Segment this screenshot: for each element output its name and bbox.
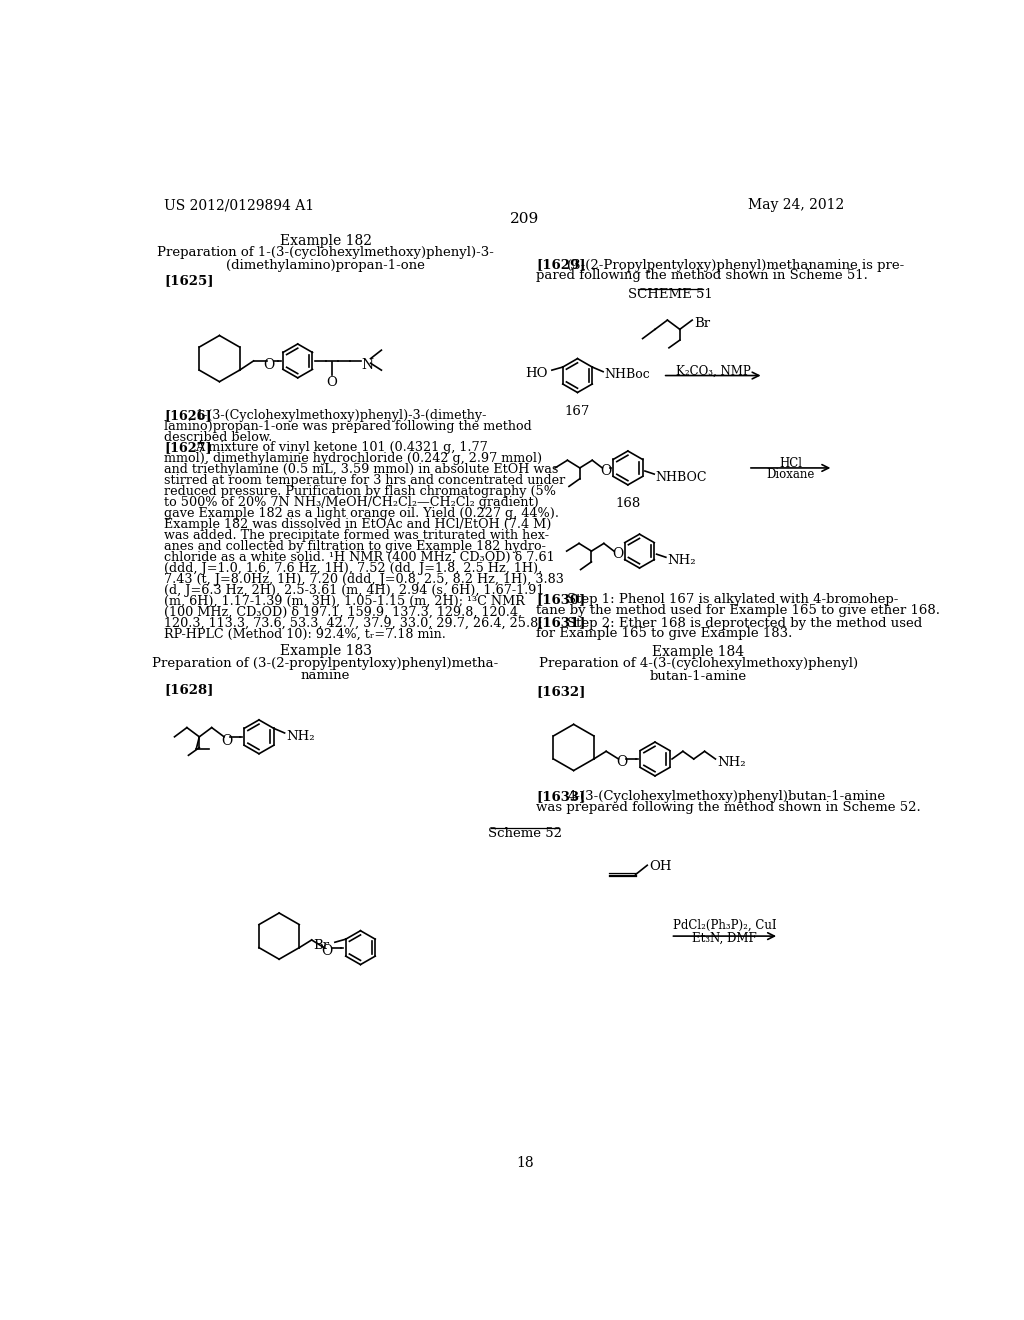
Text: tane by the method used for Example 165 to give ether 168.: tane by the method used for Example 165 … [537, 605, 940, 618]
Text: N: N [361, 358, 374, 372]
Text: 7.43 (t, J=8.0Hz, 1H), 7.20 (ddd, J=0.8, 2.5, 8.2 Hz, 1H), 3.83: 7.43 (t, J=8.0Hz, 1H), 7.20 (ddd, J=0.8,… [165, 573, 564, 586]
Text: stirred at room temperature for 3 hrs and concentrated under: stirred at room temperature for 3 hrs an… [165, 474, 565, 487]
Text: described below.: described below. [165, 430, 272, 444]
Text: Step 2: Ether 168 is deprotected by the method used: Step 2: Ether 168 is deprotected by the … [567, 616, 923, 630]
Text: 168: 168 [615, 498, 640, 511]
Text: (3-(2-Propylpentyloxy)phenyl)methanamine is pre-: (3-(2-Propylpentyloxy)phenyl)methanamine… [567, 259, 904, 272]
Text: NH₂: NH₂ [717, 756, 745, 770]
Text: Br: Br [693, 317, 710, 330]
Text: Preparation of 1-(3-(cyclohexylmethoxy)phenyl)-3-: Preparation of 1-(3-(cyclohexylmethoxy)p… [158, 246, 494, 259]
Text: OH: OH [649, 861, 672, 874]
Text: [1626]: [1626] [165, 409, 212, 421]
Text: NH₂: NH₂ [668, 554, 696, 566]
Text: Example 183: Example 183 [280, 644, 372, 659]
Text: Step 1: Phenol 167 is alkylated with 4-bromohep-: Step 1: Phenol 167 is alkylated with 4-b… [567, 594, 899, 606]
Text: RP-HPLC (Method 10): 92.4%, tᵣ=7.18 min.: RP-HPLC (Method 10): 92.4%, tᵣ=7.18 min. [165, 627, 446, 640]
Text: HCl: HCl [779, 457, 802, 470]
Text: 209: 209 [510, 213, 540, 226]
Text: NHBoc: NHBoc [604, 368, 650, 381]
Text: Preparation of 4-(3-(cyclohexylmethoxy)phenyl): Preparation of 4-(3-(cyclohexylmethoxy)p… [539, 657, 858, 671]
Text: Example 182 was dissolved in EtOAc and HCl/EtOH (7.4 M): Example 182 was dissolved in EtOAc and H… [165, 517, 552, 531]
Text: [1630]: [1630] [537, 594, 586, 606]
Text: [1628]: [1628] [165, 682, 214, 696]
Text: (100 MHz, CD₃OD) δ 197.1, 159.9, 137.3, 129.8, 120.4,: (100 MHz, CD₃OD) δ 197.1, 159.9, 137.3, … [165, 606, 522, 619]
Text: O: O [600, 465, 611, 478]
Text: 1-(3-(Cyclohexylmethoxy)phenyl)-3-(dimethy-: 1-(3-(Cyclohexylmethoxy)phenyl)-3-(dimet… [196, 409, 486, 421]
Text: 18: 18 [516, 1155, 534, 1170]
Text: [1632]: [1632] [537, 685, 586, 698]
Text: [1631]: [1631] [537, 616, 586, 630]
Text: O: O [327, 376, 337, 389]
Text: NHBOC: NHBOC [655, 471, 708, 483]
Text: NH₂: NH₂ [286, 730, 314, 743]
Text: [1629]: [1629] [537, 259, 586, 272]
Text: pared following the method shown in Scheme 51.: pared following the method shown in Sche… [537, 269, 868, 282]
Text: lamino)propan-1-one was prepared following the method: lamino)propan-1-one was prepared followi… [165, 420, 532, 433]
Text: 167: 167 [565, 405, 590, 418]
Text: 4-(3-(Cyclohexylmethoxy)phenyl)butan-1-amine: 4-(3-(Cyclohexylmethoxy)phenyl)butan-1-a… [567, 789, 886, 803]
Text: (dimethylamino)propan-1-one: (dimethylamino)propan-1-one [226, 259, 425, 272]
Text: A mixture of vinyl ketone 101 (0.4321 g, 1.77: A mixture of vinyl ketone 101 (0.4321 g,… [196, 441, 488, 454]
Text: was added. The precipitate formed was triturated with hex-: was added. The precipitate formed was tr… [165, 529, 550, 543]
Text: US 2012/0129894 A1: US 2012/0129894 A1 [165, 198, 314, 213]
Text: reduced pressure. Purification by flash chromatography (5%: reduced pressure. Purification by flash … [165, 486, 556, 498]
Text: Preparation of (3-(2-propylpentyloxy)phenyl)metha-: Preparation of (3-(2-propylpentyloxy)phe… [153, 657, 499, 669]
Text: anes and collected by filtration to give Example 182 hydro-: anes and collected by filtration to give… [165, 540, 546, 553]
Text: was prepared following the method shown in Scheme 52.: was prepared following the method shown … [537, 800, 922, 813]
Text: (ddd, J=1.0, 1.6, 7.6 Hz, 1H), 7.52 (dd, J=1.8, 2.5 Hz, 1H),: (ddd, J=1.0, 1.6, 7.6 Hz, 1H), 7.52 (dd,… [165, 562, 543, 574]
Text: to 500% of 20% 7N NH₃/MeOH/CH₂Cl₂—CH₂Cl₂ gradient): to 500% of 20% 7N NH₃/MeOH/CH₂Cl₂—CH₂Cl₂… [165, 496, 540, 510]
Text: Example 182: Example 182 [280, 234, 372, 248]
Text: gave Example 182 as a light orange oil. Yield (0.227 g, 44%).: gave Example 182 as a light orange oil. … [165, 507, 559, 520]
Text: O: O [616, 755, 628, 770]
Text: Example 184: Example 184 [652, 645, 744, 659]
Text: mmol), dimethylamine hydrochloride (0.242 g, 2.97 mmol): mmol), dimethylamine hydrochloride (0.24… [165, 453, 543, 466]
Text: Scheme 52: Scheme 52 [487, 826, 562, 840]
Text: 120.3, 113.3, 73.6, 53.3, 42.7, 37.9, 33.0, 29.7, 26.4, 25.8;: 120.3, 113.3, 73.6, 53.3, 42.7, 37.9, 33… [165, 616, 543, 630]
Text: [1627]: [1627] [165, 441, 212, 454]
Text: Br: Br [313, 939, 329, 952]
Text: [1625]: [1625] [165, 275, 214, 286]
Text: O: O [322, 944, 333, 958]
Text: for Example 165 to give Example 183.: for Example 165 to give Example 183. [537, 627, 793, 640]
Text: PdCl₂(Ph₃P)₂, CuI: PdCl₂(Ph₃P)₂, CuI [673, 919, 776, 932]
Text: O: O [612, 548, 624, 561]
Text: [1633]: [1633] [537, 789, 586, 803]
Text: SCHEME 51: SCHEME 51 [628, 288, 713, 301]
Text: Et₃N, DMF: Et₃N, DMF [692, 932, 757, 945]
Text: K₂CO₃, NMP: K₂CO₃, NMP [676, 364, 751, 378]
Text: (d, J=6.3 Hz, 2H), 2.5-3.61 (m, 4H), 2.94 (s, 6H), 1.67-1.91: (d, J=6.3 Hz, 2H), 2.5-3.61 (m, 4H), 2.9… [165, 583, 545, 597]
Text: May 24, 2012: May 24, 2012 [748, 198, 844, 213]
Text: (m, 6H), 1.17-1.39 (m, 3H), 1.05-1.15 (m, 2H); ¹³C NMR: (m, 6H), 1.17-1.39 (m, 3H), 1.05-1.15 (m… [165, 594, 525, 607]
Text: chloride as a white solid. ¹H NMR (400 MHz, CD₃OD) δ 7.61: chloride as a white solid. ¹H NMR (400 M… [165, 550, 555, 564]
Text: O: O [221, 734, 232, 747]
Text: and triethylamine (0.5 mL, 3.59 mmol) in absolute EtOH was: and triethylamine (0.5 mL, 3.59 mmol) in… [165, 463, 559, 477]
Text: O: O [263, 358, 274, 372]
Text: Dioxane: Dioxane [766, 469, 815, 480]
Text: butan-1-amine: butan-1-amine [650, 669, 746, 682]
Text: namine: namine [301, 669, 350, 682]
Text: HO: HO [525, 367, 548, 380]
